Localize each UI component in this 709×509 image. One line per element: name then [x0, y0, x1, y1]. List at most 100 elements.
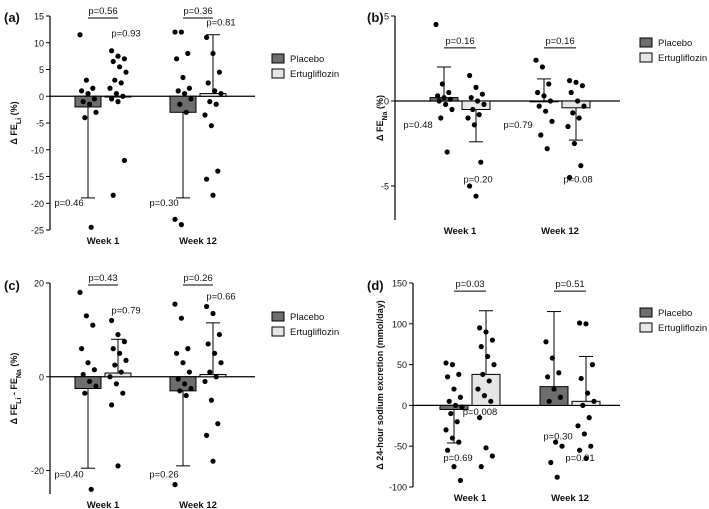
x-category-label: Week 1 — [87, 236, 120, 247]
legend-label: Placebo — [290, 54, 324, 65]
ertugliflozin-data-point — [115, 53, 121, 59]
placebo-data-point — [456, 439, 462, 445]
placebo-data-point — [457, 477, 463, 484]
placebo-data-point — [448, 410, 454, 417]
placebo-data-point — [91, 96, 97, 102]
ertugliflozin-data-point — [473, 84, 479, 90]
y-tick-label: -10 — [31, 145, 44, 155]
plot-area: 150 100 50 0 -50 -100 Δ 24-hour sodium excreti… — [375, 279, 707, 505]
ertugliflozin-data-point — [210, 310, 216, 317]
ertugliflozin-data-point — [579, 83, 586, 89]
ertugliflozin-data-point — [121, 339, 127, 345]
ertugliflozin-data-point — [109, 402, 115, 408]
legend-label: Ertugliflozin — [290, 69, 339, 80]
ertugliflozin-data-point — [215, 421, 221, 427]
placebo-data-point — [547, 98, 554, 104]
legend-swatch — [639, 322, 653, 333]
ertugliflozin-data-point — [575, 98, 581, 104]
ertugliflozin-data-point — [207, 99, 213, 105]
legend-swatch — [271, 326, 285, 337]
ertugliflozin-data-point — [207, 369, 213, 375]
ertugliflozin-data-point — [473, 193, 479, 199]
y-tick-label: -20 — [31, 466, 44, 476]
y-axis-label: Δ FENa (%) — [375, 95, 389, 141]
y-axis-label-part: Li — [16, 118, 23, 124]
ertugliflozin-data-point — [489, 453, 495, 459]
ertugliflozin-data-point — [468, 95, 474, 101]
placebo-data-point — [549, 355, 556, 361]
y-axis-label-part: Li — [16, 398, 23, 404]
placebo-data-point — [456, 371, 462, 377]
placebo-data-point — [183, 392, 189, 399]
placebo-data-point — [548, 459, 554, 466]
ertugliflozin-data-point — [489, 337, 495, 343]
ertugliflozin-data-point — [205, 80, 211, 86]
x-category-label: Week 1 — [444, 226, 477, 237]
ertugliflozin-data-point — [567, 174, 573, 181]
ertugliflozin-data-point — [486, 378, 492, 384]
placebo-data-point — [186, 85, 192, 91]
between-group-pvalue: p=0.03 — [455, 279, 484, 290]
panel-c: (c) 20 0 -20 Δ FELi - FENa (%) p=0.40 p=0.79 p… — [4, 273, 339, 509]
y-tick-label: 15 — [34, 12, 44, 22]
between-group-pvalue: p=0.26 — [183, 273, 212, 284]
placebo-data-point — [443, 101, 449, 107]
ertugliflozin-data-point — [483, 329, 489, 335]
placebo-data-point — [83, 313, 89, 319]
placebo-pvalue: p=0.26 — [149, 470, 178, 481]
y-tick-label: 20 — [34, 279, 44, 289]
x-category-label: Week 1 — [454, 493, 487, 504]
placebo-data-point — [449, 362, 455, 368]
ertugliflozin-data-point — [202, 112, 208, 118]
y-tick-label: -5 — [381, 182, 389, 192]
y-tick-label: -20 — [31, 199, 44, 209]
ertugliflozin-data-point — [488, 398, 494, 404]
ertugliflozin-data-point — [208, 123, 214, 129]
placebo-pvalue: p=0.40 — [54, 470, 83, 481]
placebo-data-point — [188, 96, 194, 102]
placebo-data-point — [90, 322, 96, 328]
ertugliflozin-data-point — [204, 176, 210, 182]
placebo-pvalue: p=0.30 — [543, 432, 572, 443]
placebo-data-point — [93, 383, 99, 389]
legend-swatch — [639, 52, 653, 63]
placebo-data-point — [80, 371, 86, 378]
placebo-data-point — [83, 77, 89, 83]
y-axis-label: Δ FELi - FENa (%) — [9, 353, 23, 425]
plot-area: 15 10 5 0 -5 -10 -15 -20 -25 Δ FELi (%) p=0.46 p=0.… — [9, 6, 339, 247]
y-tick-label: -5 — [36, 119, 44, 129]
ertugliflozin-data-point — [583, 321, 589, 327]
legend-label: Placebo — [290, 312, 324, 323]
panel-label: (a) — [4, 10, 20, 25]
ertugliflozin-data-point — [575, 423, 581, 429]
ertugliflozin-data-point — [121, 157, 127, 164]
placebo-data-point — [175, 88, 181, 94]
placebo-data-point — [454, 419, 460, 425]
ertugliflozin-data-point — [121, 56, 127, 62]
ertugliflozin-data-point — [118, 369, 124, 375]
placebo-data-point — [438, 115, 444, 121]
placebo-data-point — [90, 85, 96, 91]
placebo-data-point — [177, 388, 183, 394]
placebo-data-point — [451, 464, 457, 470]
y-axis-label: Δ 24-hour sodium excretion (mmol/day) — [375, 300, 385, 470]
ertugliflozin-data-point — [213, 101, 219, 107]
placebo-data-point — [188, 385, 194, 392]
ertugliflozin-data-point — [576, 115, 582, 121]
ertugliflozin-data-point — [109, 317, 115, 324]
ertugliflozin-data-point — [478, 464, 484, 470]
ertugliflozin-data-point — [216, 331, 222, 338]
placebo-pvalue: p=0.79 — [503, 120, 532, 131]
ertugliflozin-data-point — [588, 443, 594, 449]
ertugliflozin-data-point — [470, 106, 476, 113]
placebo-pvalue: p=0.48 — [403, 120, 432, 131]
placebo-data-point — [175, 376, 181, 382]
placebo-data-point — [77, 289, 83, 295]
ertugliflozin-data-point — [113, 90, 119, 97]
placebo-data-point — [178, 315, 184, 321]
placebo-data-point — [453, 402, 459, 408]
ertugliflozin-data-point — [491, 362, 497, 368]
ertugliflozin-pvalue: p=0.008 — [463, 407, 498, 418]
placebo-data-point — [556, 370, 562, 376]
